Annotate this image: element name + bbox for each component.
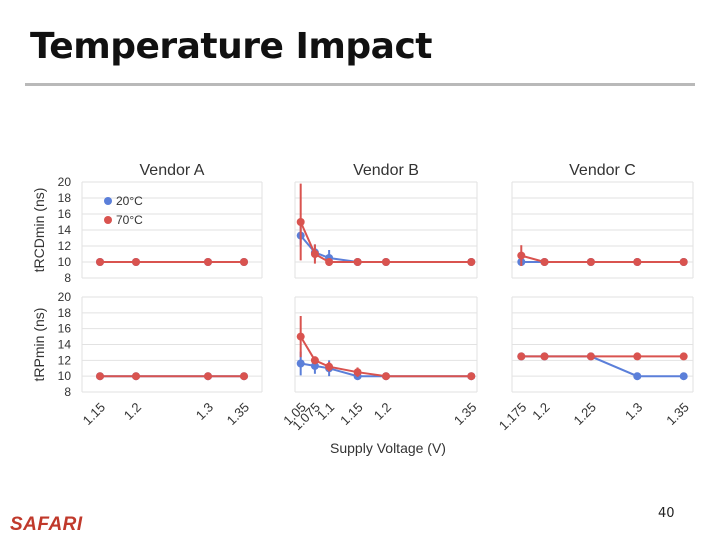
data-point-20c <box>296 359 305 368</box>
y-tick-label: 16 <box>58 322 72 336</box>
data-point-70c <box>325 362 334 371</box>
data-point-70c <box>353 368 362 377</box>
data-point-70c <box>96 372 104 381</box>
data-point-70c <box>586 258 595 266</box>
y-tick-label: 20 <box>58 290 72 304</box>
data-point-70c <box>240 258 248 266</box>
legend-label-20c: 20°C <box>116 194 143 208</box>
panel-title-vendor-b: Vendor B <box>353 162 419 179</box>
data-point-70c <box>679 258 688 266</box>
x-tick-label: 1.2 <box>529 400 552 423</box>
panel-title-vendor-a: Vendor A <box>140 162 205 179</box>
legend-marker-20c <box>104 197 112 205</box>
legend-marker-70c <box>104 216 112 224</box>
data-point-70c <box>517 251 526 260</box>
data-point-20c <box>633 372 642 381</box>
data-point-70c <box>132 372 140 381</box>
panel-title-vendor-c: Vendor C <box>569 162 636 179</box>
x-tick-label: 1.175 <box>496 400 530 434</box>
data-point-70c <box>467 372 476 381</box>
legend-label-70c: 70°C <box>116 213 143 227</box>
x-tick-label: 1.2 <box>371 400 394 423</box>
y-tick-label: 12 <box>58 239 72 253</box>
x-tick-label: 1.35 <box>451 400 480 429</box>
data-point-70c <box>586 352 595 361</box>
x-tick-label: 1.15 <box>337 400 366 429</box>
data-point-70c <box>204 258 212 266</box>
data-point-70c <box>296 218 305 226</box>
y-tick-label: 8 <box>64 385 71 399</box>
data-point-70c <box>540 352 549 361</box>
x-axis-label: Supply Voltage (V) <box>330 440 446 456</box>
y-tick-label: 20 <box>58 175 72 189</box>
y-axis-label: tRCDmin (ns) <box>31 188 47 273</box>
data-point-70c <box>633 352 642 361</box>
data-point-70c <box>310 356 319 365</box>
x-tick-label: 1.25 <box>571 400 600 429</box>
data-point-70c <box>96 258 104 266</box>
data-point-70c <box>204 372 212 381</box>
data-point-70c <box>633 258 642 266</box>
x-tick-label: 1.35 <box>224 400 253 429</box>
data-point-70c <box>382 372 390 381</box>
y-tick-label: 18 <box>58 191 72 205</box>
y-tick-label: 10 <box>58 255 72 269</box>
x-tick-label: 1.15 <box>80 400 109 429</box>
y-tick-label: 12 <box>58 353 72 367</box>
y-tick-label: 16 <box>58 207 72 221</box>
data-point-70c <box>679 352 688 361</box>
safari-logo: SAFARI <box>10 514 83 535</box>
data-point-70c <box>310 250 319 258</box>
x-tick-label: 1.3 <box>193 400 216 423</box>
data-point-70c <box>296 332 305 341</box>
data-point-20c <box>310 361 319 370</box>
y-tick-label: 18 <box>58 306 72 320</box>
data-point-70c <box>467 258 476 266</box>
data-point-70c <box>382 258 390 266</box>
title-divider <box>25 83 695 86</box>
data-point-20c <box>679 372 688 381</box>
data-point-70c <box>353 258 362 266</box>
data-point-70c <box>517 352 526 361</box>
data-point-70c <box>540 258 549 266</box>
y-tick-label: 10 <box>58 369 72 383</box>
data-point-70c <box>325 258 334 266</box>
y-axis-label: tRPmin (ns) <box>31 308 47 382</box>
y-tick-label: 14 <box>58 223 72 237</box>
x-tick-label: 1.3 <box>622 400 645 423</box>
page-number: 40 <box>658 506 675 521</box>
x-tick-label: 1.35 <box>663 400 692 429</box>
x-tick-label: 1.1 <box>314 400 337 423</box>
data-point-70c <box>132 258 140 266</box>
data-point-70c <box>240 372 248 381</box>
y-tick-label: 14 <box>58 338 72 352</box>
x-tick-label: 1.2 <box>121 400 144 423</box>
series-line-70c <box>299 336 472 378</box>
series-line-70c <box>299 221 472 263</box>
slide-title: Temperature Impact <box>30 26 433 67</box>
y-tick-label: 8 <box>64 271 71 285</box>
